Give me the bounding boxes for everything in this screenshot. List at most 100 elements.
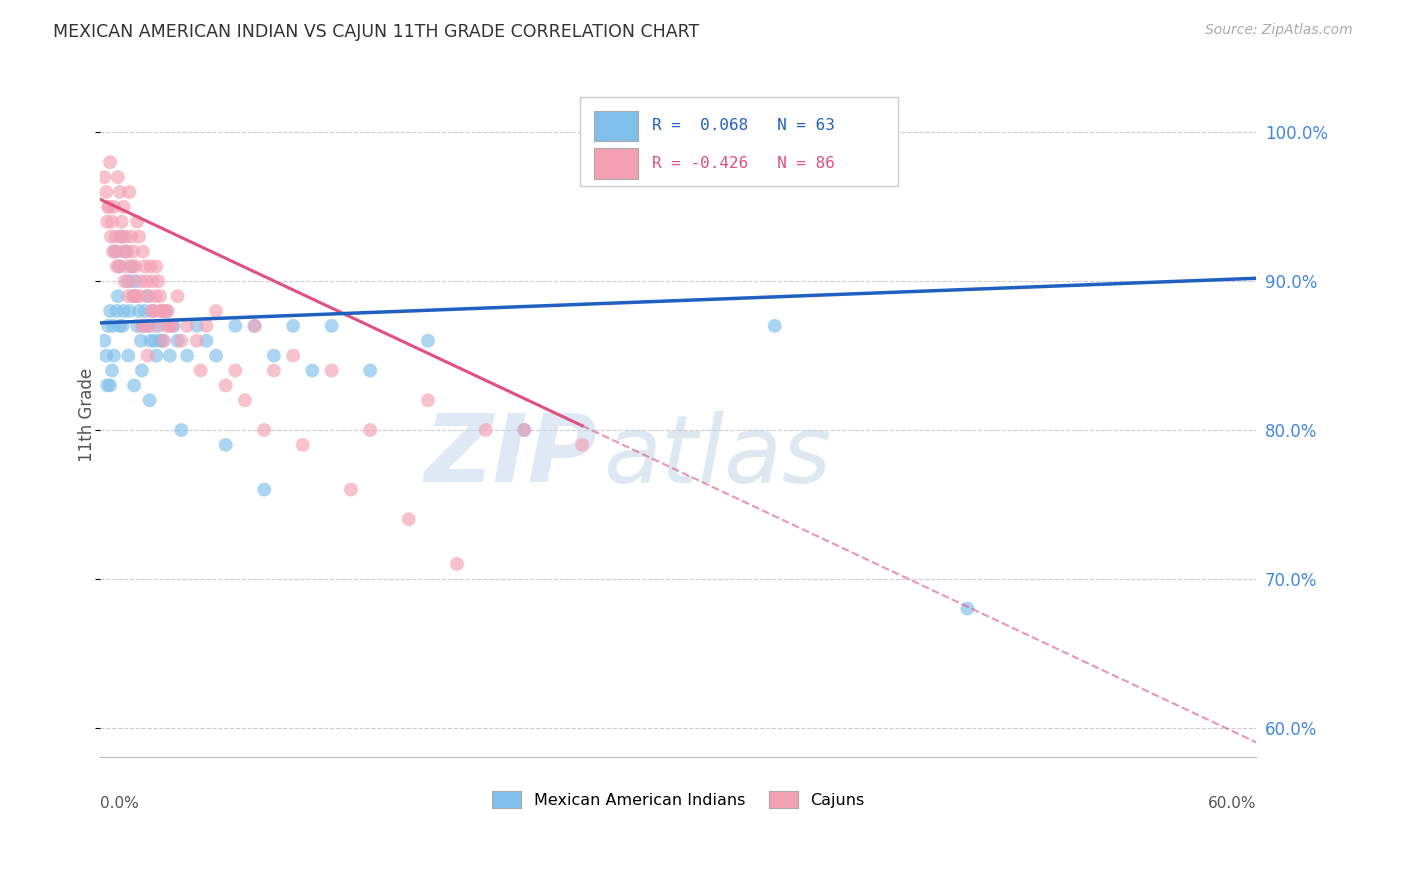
Point <box>170 423 193 437</box>
Point <box>291 438 314 452</box>
FancyBboxPatch shape <box>595 111 638 142</box>
Point <box>205 304 228 318</box>
Point <box>98 200 121 214</box>
Point <box>125 215 148 229</box>
Point <box>763 318 786 333</box>
Point <box>118 185 141 199</box>
Text: R =  0.068   N = 63: R = 0.068 N = 63 <box>652 118 835 133</box>
Point <box>105 304 128 318</box>
Point <box>281 349 304 363</box>
Point <box>132 244 155 259</box>
Point <box>101 215 124 229</box>
Point <box>111 244 134 259</box>
Point <box>301 363 323 377</box>
Point <box>143 304 166 318</box>
Point <box>139 260 162 274</box>
Point <box>190 363 212 377</box>
Point <box>359 363 381 377</box>
Point <box>96 349 118 363</box>
Point <box>100 229 122 244</box>
Point <box>131 363 153 377</box>
Point <box>253 483 276 497</box>
Point <box>120 274 142 288</box>
Point <box>136 349 159 363</box>
Point <box>155 304 177 318</box>
Y-axis label: 11th Grade: 11th Grade <box>79 368 96 462</box>
Point <box>224 363 246 377</box>
Point <box>321 318 343 333</box>
Point <box>416 393 439 408</box>
Point <box>170 334 193 348</box>
Point <box>125 318 148 333</box>
Text: R = -0.426   N = 86: R = -0.426 N = 86 <box>652 156 835 170</box>
Text: MEXICAN AMERICAN INDIAN VS CAJUN 11TH GRADE CORRELATION CHART: MEXICAN AMERICAN INDIAN VS CAJUN 11TH GR… <box>53 23 700 41</box>
Point <box>340 483 363 497</box>
Point <box>114 244 136 259</box>
Point <box>205 349 228 363</box>
Point <box>321 363 343 377</box>
Point <box>176 318 198 333</box>
Point <box>153 304 176 318</box>
Point <box>108 260 131 274</box>
Point <box>96 378 118 392</box>
Point <box>103 200 125 214</box>
Point <box>149 304 172 318</box>
Point <box>166 289 188 303</box>
Point <box>150 304 173 318</box>
Point <box>122 244 145 259</box>
Point <box>243 318 266 333</box>
Point <box>131 318 153 333</box>
Point <box>101 318 124 333</box>
Point <box>117 349 139 363</box>
Point <box>101 244 124 259</box>
Point <box>215 378 238 392</box>
Point <box>112 304 135 318</box>
Point <box>145 260 167 274</box>
Point <box>124 274 146 288</box>
Text: ZIP: ZIP <box>425 410 598 502</box>
Point <box>98 155 121 169</box>
Point <box>186 318 208 333</box>
Point <box>139 334 162 348</box>
Point <box>148 318 170 333</box>
Point <box>150 334 173 348</box>
Point <box>145 289 167 303</box>
Point <box>128 229 150 244</box>
Point <box>105 260 128 274</box>
Point <box>135 274 157 288</box>
Point <box>120 229 142 244</box>
Point <box>125 289 148 303</box>
Point <box>101 363 124 377</box>
Point <box>138 393 160 408</box>
Point <box>97 318 120 333</box>
Point <box>513 423 536 437</box>
Point <box>107 289 129 303</box>
Point <box>129 289 152 303</box>
Point <box>135 289 157 303</box>
Point <box>107 170 129 185</box>
Point <box>110 229 132 244</box>
Point <box>149 289 172 303</box>
Point <box>281 318 304 333</box>
Point <box>156 304 179 318</box>
Point <box>117 289 139 303</box>
Point <box>142 318 165 333</box>
Point <box>118 304 141 318</box>
Point <box>129 274 152 288</box>
Point <box>111 215 134 229</box>
Point <box>96 215 118 229</box>
Point <box>513 423 536 437</box>
Point <box>111 229 134 244</box>
FancyBboxPatch shape <box>595 148 638 179</box>
Point <box>122 289 145 303</box>
Point <box>145 349 167 363</box>
Point <box>195 318 218 333</box>
Point <box>128 304 150 318</box>
Point <box>93 334 115 348</box>
Point <box>124 260 146 274</box>
Point <box>224 318 246 333</box>
Point <box>111 318 134 333</box>
Point <box>416 334 439 348</box>
Point <box>143 334 166 348</box>
Point <box>120 260 142 274</box>
